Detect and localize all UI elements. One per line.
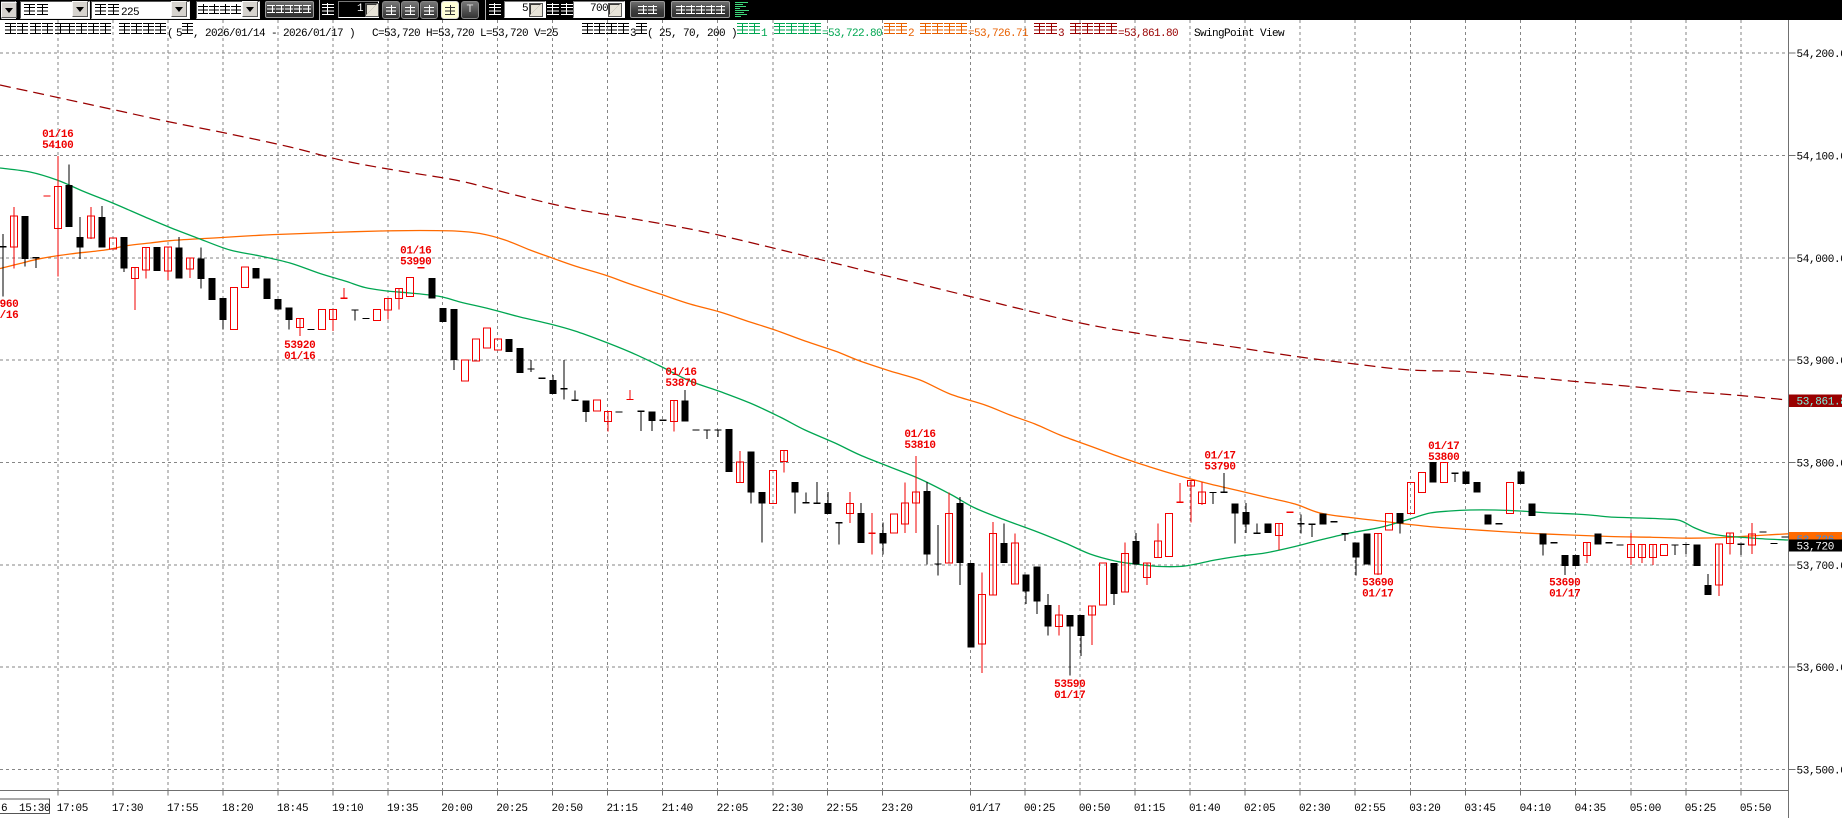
svg-text:19:10: 19:10	[332, 803, 363, 815]
svg-text:01/17: 01/17	[969, 803, 1000, 815]
svg-text:53800: 53800	[1428, 452, 1459, 464]
svg-text:19:35: 19:35	[387, 803, 418, 815]
svg-text:01/16: 01/16	[400, 246, 431, 258]
svg-text:53690: 53690	[1362, 578, 1393, 590]
svg-text:22:05: 22:05	[717, 803, 748, 815]
svg-text:03:20: 03:20	[1409, 803, 1440, 815]
svg-text:05:25: 05:25	[1685, 803, 1716, 815]
svg-text:01:15: 01:15	[1134, 803, 1165, 815]
svg-text:02:55: 02:55	[1354, 803, 1385, 815]
svg-text:53,861.8: 53,861.8	[1797, 397, 1842, 409]
svg-text:20:50: 20:50	[552, 803, 583, 815]
svg-text:17:30: 17:30	[112, 803, 143, 815]
svg-text:05:00: 05:00	[1630, 803, 1661, 815]
svg-text:01/16: 01/16	[0, 310, 18, 322]
svg-text:02:30: 02:30	[1299, 803, 1330, 815]
svg-text:53990: 53990	[400, 257, 431, 269]
svg-text:00:25: 00:25	[1024, 803, 1055, 815]
svg-text:53690: 53690	[1549, 578, 1580, 590]
svg-text:04:10: 04:10	[1520, 803, 1551, 815]
svg-text:01/16: 01/16	[284, 351, 315, 363]
svg-text:20:00: 20:00	[441, 803, 472, 815]
svg-text:53,800.0: 53,800.0	[1797, 459, 1842, 471]
svg-text:53,500.0: 53,500.0	[1797, 766, 1842, 778]
svg-text:21:15: 21:15	[607, 803, 638, 815]
svg-text:20:25: 20:25	[496, 803, 527, 815]
svg-text:53790: 53790	[1204, 462, 1235, 474]
svg-text:53960: 53960	[0, 299, 18, 311]
svg-text:01/17: 01/17	[1204, 451, 1235, 463]
svg-text:22:55: 22:55	[826, 803, 857, 815]
svg-text:01/16: 01/16	[904, 429, 935, 441]
svg-text:21:40: 21:40	[662, 803, 693, 815]
svg-text:53870: 53870	[665, 378, 696, 390]
svg-text:18:20: 18:20	[222, 803, 253, 815]
svg-text:15:30: 15:30	[19, 803, 50, 815]
svg-text:05:50: 05:50	[1740, 803, 1771, 815]
svg-text:01/17: 01/17	[1362, 589, 1393, 601]
svg-text:17:05: 17:05	[57, 803, 88, 815]
svg-text:54,200.0: 54,200.0	[1797, 49, 1842, 61]
svg-text:01/17: 01/17	[1549, 589, 1580, 601]
svg-text:53,700.0: 53,700.0	[1797, 561, 1842, 573]
svg-text:18:45: 18:45	[277, 803, 308, 815]
svg-text:54,100.0: 54,100.0	[1797, 151, 1842, 163]
svg-text:23:20: 23:20	[881, 803, 912, 815]
svg-text:01/17: 01/17	[1428, 441, 1459, 453]
svg-text:53920: 53920	[284, 340, 315, 352]
svg-text:54,000.0: 54,000.0	[1797, 254, 1842, 266]
svg-text:53590: 53590	[1054, 679, 1085, 691]
svg-text:6: 6	[1, 803, 7, 815]
svg-text:03:45: 03:45	[1464, 803, 1495, 815]
svg-text:53,600.0: 53,600.0	[1797, 663, 1842, 675]
svg-text:00:50: 00:50	[1079, 803, 1110, 815]
svg-text:53,900.0: 53,900.0	[1797, 356, 1842, 368]
svg-text:54100: 54100	[42, 140, 73, 152]
svg-text:01/17: 01/17	[1054, 690, 1085, 702]
svg-text:17:55: 17:55	[167, 803, 198, 815]
svg-text:01/16: 01/16	[665, 367, 696, 379]
svg-text:04:35: 04:35	[1575, 803, 1606, 815]
svg-text:22:30: 22:30	[772, 803, 803, 815]
svg-text:53,720: 53,720	[1797, 542, 1835, 554]
svg-text:01/16: 01/16	[42, 129, 73, 141]
svg-text:53810: 53810	[904, 440, 935, 452]
svg-text:01:40: 01:40	[1189, 803, 1220, 815]
svg-text:02:05: 02:05	[1244, 803, 1275, 815]
